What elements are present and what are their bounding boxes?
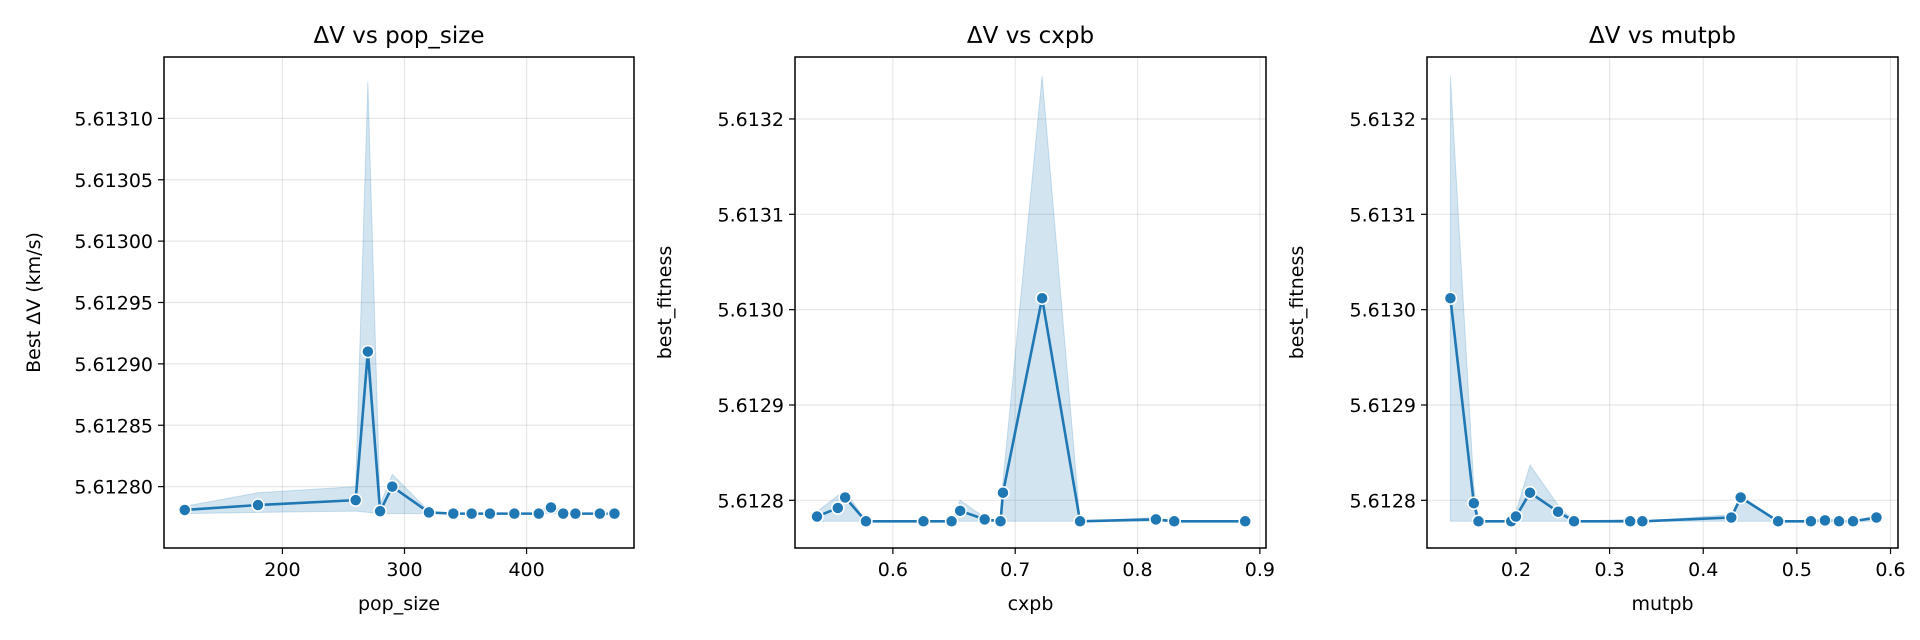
y-tick-label: 5.61290 — [74, 354, 153, 376]
data-point — [544, 500, 558, 515]
y-tick-label: 5.6130 — [1350, 300, 1416, 322]
y-tick-label: 5.6128 — [718, 490, 784, 512]
data-point — [1846, 514, 1860, 529]
data-point — [1471, 514, 1486, 529]
y-tick-label: 5.6132 — [718, 109, 784, 131]
y-tick-label: 5.61300 — [74, 231, 153, 253]
data-point — [1167, 514, 1181, 529]
data-point — [810, 509, 824, 524]
data-point — [361, 344, 375, 359]
data-point — [977, 512, 992, 527]
data-point — [1623, 514, 1637, 529]
x-tick-label: 0.6 — [1875, 559, 1905, 581]
x-tick-label: 0.7 — [1000, 559, 1030, 581]
y-tick-label: 5.61305 — [74, 170, 153, 192]
y-tick-label: 5.6131 — [1350, 204, 1416, 226]
data-point — [916, 514, 931, 529]
x-tick-label: 0.9 — [1245, 559, 1275, 581]
data-point — [1073, 514, 1087, 529]
chart-panel-3: 0.2 0.3 0.4 0.5 0.6 5.6128 5.6129 5.6130 5.6131 5… — [1286, 23, 1906, 615]
data-point — [178, 503, 192, 517]
x-tick-label: 0.2 — [1501, 559, 1531, 581]
panel-title: ΔV vs mutpb — [1589, 23, 1736, 49]
data-point — [996, 485, 1010, 500]
confidence-band — [816, 76, 1246, 522]
data-point — [532, 506, 546, 521]
plot-frame — [794, 56, 1267, 549]
confidence-band — [1449, 76, 1877, 522]
y-axis-label: Best ΔV (km/s) — [23, 232, 45, 373]
y-tick-label: 5.61310 — [74, 108, 153, 130]
data-point — [607, 506, 622, 521]
y-tick-label: 5.6131 — [718, 204, 784, 226]
data-point — [859, 514, 873, 529]
data-point — [993, 514, 1008, 529]
data-point — [385, 479, 400, 494]
x-axis-label: pop_size — [358, 593, 440, 615]
data-point — [464, 506, 479, 521]
data-point — [1523, 485, 1537, 500]
data-point — [1467, 496, 1481, 510]
data-point — [1724, 510, 1739, 525]
y-tick-label: 5.6130 — [718, 300, 784, 322]
data-point — [1832, 514, 1846, 529]
data-point — [507, 506, 522, 521]
data-point — [1509, 509, 1523, 524]
x-tick-label: 0.3 — [1594, 559, 1624, 581]
y-tick-label: 5.6129 — [1350, 395, 1416, 417]
data-point — [1551, 505, 1565, 519]
y-tick-label: 5.61280 — [74, 477, 153, 499]
x-tick-label: 400 — [508, 559, 544, 581]
panel-title: ΔV vs pop_size — [313, 23, 484, 49]
data-point — [1771, 514, 1785, 529]
y-tick-label: 5.6132 — [1350, 109, 1416, 131]
x-axis-label: mutpb — [1631, 593, 1693, 615]
data-point — [1149, 512, 1163, 527]
data-point — [1733, 490, 1748, 505]
series-line — [1449, 298, 1877, 523]
chart-panel-1: 200 300 400 5.61280 5.61285 5.61290 5.61295 5.6… — [23, 23, 635, 615]
y-axis-label: best_fitness — [1286, 246, 1308, 360]
x-tick-label: 0.8 — [1122, 559, 1152, 581]
x-tick-label: 300 — [386, 559, 422, 581]
y-tick-label: 5.61285 — [74, 415, 153, 437]
x-tick-label: 200 — [264, 559, 300, 581]
data-point — [1818, 513, 1832, 528]
data-point — [446, 506, 461, 521]
chart-panel-2: 0.6 0.7 0.8 0.9 5.6128 5.6129 5.6130 5.6131 5.61… — [654, 23, 1275, 615]
y-tick-label: 5.61295 — [74, 293, 153, 315]
data-point — [1804, 514, 1818, 529]
data-point — [593, 506, 607, 521]
data-point — [1035, 291, 1049, 305]
data-point — [1635, 514, 1650, 529]
panel-title: ΔV vs cxpb — [967, 23, 1094, 49]
data-point — [1869, 510, 1884, 525]
data-point — [944, 514, 959, 529]
x-axis-label: cxpb — [1008, 593, 1054, 615]
data-point — [1443, 291, 1458, 305]
data-point — [838, 490, 852, 505]
data-point — [556, 506, 570, 521]
x-tick-label: 0.4 — [1688, 559, 1718, 581]
data-point — [483, 506, 497, 521]
data-point — [251, 498, 265, 512]
data-point — [953, 504, 967, 518]
confidence-band — [184, 81, 615, 515]
data-point — [348, 493, 363, 507]
data-point — [373, 504, 387, 518]
y-tick-label: 5.6129 — [718, 395, 784, 417]
x-tick-label: 0.5 — [1782, 559, 1812, 581]
data-point — [568, 506, 583, 521]
data-point — [831, 501, 845, 515]
plot-frame — [1426, 56, 1899, 549]
data-point — [1238, 514, 1252, 529]
data-point — [422, 505, 436, 520]
y-tick-label: 5.6128 — [1350, 490, 1416, 512]
data-point — [1567, 514, 1581, 529]
y-axis-label: best_fitness — [654, 246, 676, 360]
x-tick-label: 0.6 — [878, 559, 908, 581]
